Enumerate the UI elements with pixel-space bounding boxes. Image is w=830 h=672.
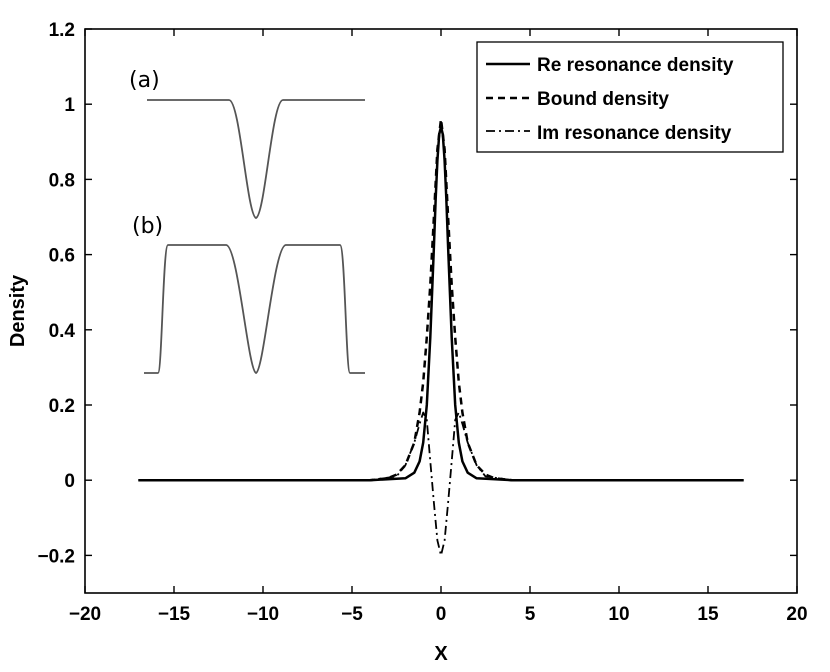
x-tick-label: −15 [158, 604, 191, 625]
legend-label-bound: Bound density [537, 89, 669, 110]
legend-label-im: Im resonance density [537, 123, 732, 144]
x-tick-label: −10 [247, 604, 279, 625]
y-tick-label: −0.2 [37, 546, 75, 567]
x-tick-label: 20 [786, 604, 807, 625]
inset-a-curve [147, 99, 365, 219]
inset-b [144, 244, 365, 374]
x-tick-label: −20 [69, 604, 101, 625]
inset-label-a: (a) [129, 68, 160, 93]
y-tick-label: 0.4 [49, 321, 76, 342]
y-tick-label: 0 [64, 471, 75, 492]
inset-label-b: (b) [132, 214, 163, 239]
series-layer [138, 117, 744, 557]
axes-frame [84, 28, 798, 594]
x-tick-label: 10 [608, 604, 629, 625]
x-tick-label: 0 [436, 604, 447, 625]
y-tick-label: 1 [64, 95, 75, 116]
x-axis-title: X [434, 643, 448, 665]
y-tick-label: 0.2 [49, 396, 75, 417]
series-line-im-resonance [138, 411, 744, 557]
legend-label-re: Re resonance density [537, 55, 734, 76]
inset-a [147, 99, 365, 219]
y-axis-title: Density [7, 274, 29, 347]
x-tick-label: 15 [697, 604, 719, 625]
y-tick-label: 0.8 [49, 170, 75, 191]
legend: Re resonance density Bound density Im re… [476, 41, 784, 153]
y-tick-label: 1.2 [49, 20, 75, 41]
y-tick-label: 0.6 [49, 246, 75, 267]
x-tick-label: 5 [525, 604, 536, 625]
x-tick-label: −5 [341, 604, 363, 625]
inset-b-curve [144, 244, 365, 374]
ticks-layer: −20 −15 −10 −5 0 5 10 15 20 −0.2 0 0.2 0.4 0.6 0.8 1 1.2 [37, 20, 807, 625]
